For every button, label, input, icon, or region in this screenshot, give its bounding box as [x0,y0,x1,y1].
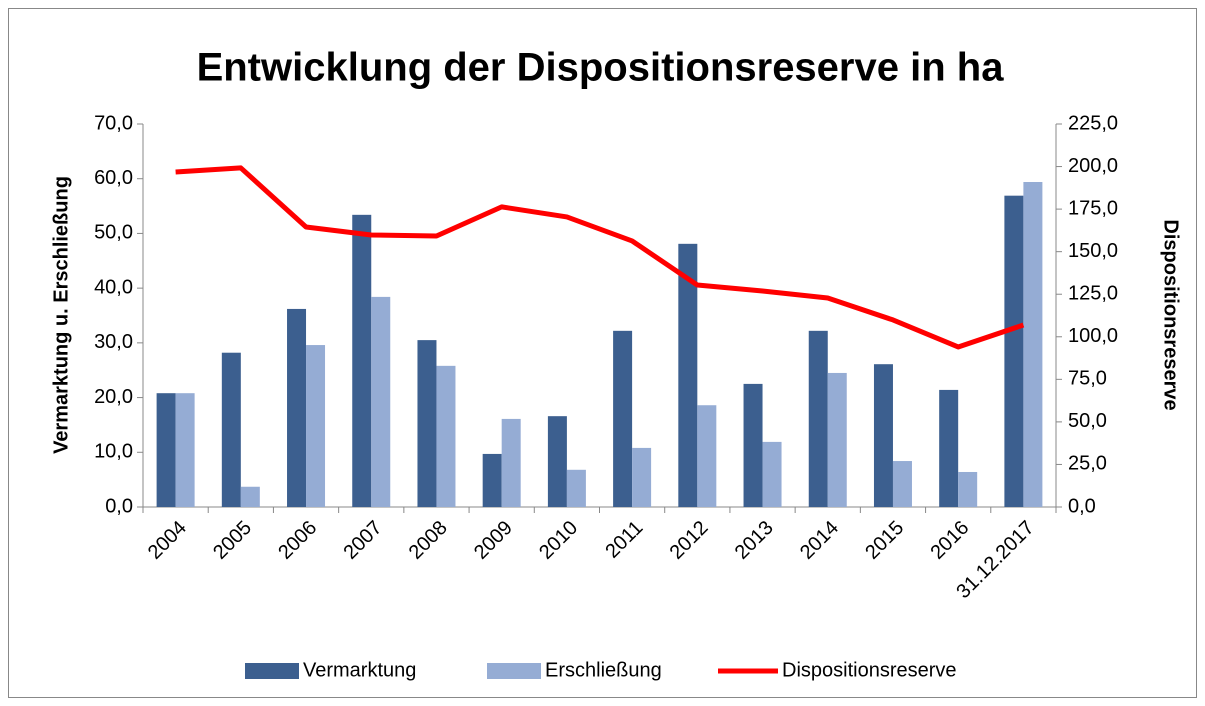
bar [958,471,978,507]
bar [175,393,195,507]
bar [287,308,307,507]
y2-tick-label: 200,0 [1068,155,1118,177]
y2-tick-label: 0,0 [1068,495,1096,517]
legend-label: Vermarktung [303,659,416,681]
bar [1023,181,1043,508]
bar [371,296,391,507]
y-tick-label: 50,0 [94,222,133,244]
bar [939,389,959,507]
bar [352,214,372,507]
bar [678,243,698,507]
y2-tick-label: 125,0 [1068,283,1118,305]
chart-frame [8,8,1197,698]
y2-tick-label: 75,0 [1068,368,1107,390]
legend-label: Dispositionsreserve [782,659,957,681]
y2-tick-label: 25,0 [1068,453,1107,475]
bar [221,352,241,507]
bar [240,486,260,507]
y2-tick-label: 225,0 [1068,112,1118,134]
y-axis-label: Vermarktung u. Erschließung [50,176,72,454]
y-tick-label: 30,0 [94,331,133,353]
legend-swatch [245,663,299,679]
bar [762,441,782,507]
bar [1004,195,1024,507]
y-tick-label: 0,0 [105,495,133,517]
y2-axis-label: Dispositionsreserve [1160,219,1182,410]
bar [436,365,456,507]
bar [501,418,521,507]
bar [808,330,828,507]
bar [417,340,437,507]
bar [632,447,652,507]
bar [306,345,326,507]
bar [697,405,717,507]
bar [566,469,586,507]
bar [482,453,502,507]
legend-label: Erschließung [545,659,662,681]
y-tick-label: 40,0 [94,276,133,298]
legend-swatch [487,663,541,679]
line [175,165,1025,350]
bar [892,461,912,507]
bar [873,364,893,507]
y2-tick-label: 50,0 [1068,410,1107,432]
bar [743,383,763,507]
y-tick-label: 20,0 [94,386,133,408]
y2-tick-label: 100,0 [1068,325,1118,347]
chart-title: Entwicklung der Dispositionsreserve in h… [197,46,1005,90]
bar [613,330,633,507]
y-tick-label: 10,0 [94,441,133,463]
bar [547,416,567,507]
bar [156,393,176,507]
bar [827,372,847,507]
y-tick-label: 60,0 [94,167,133,189]
y-tick-label: 70,0 [94,112,133,134]
y2-tick-label: 175,0 [1068,197,1118,219]
y2-tick-label: 150,0 [1068,240,1118,262]
